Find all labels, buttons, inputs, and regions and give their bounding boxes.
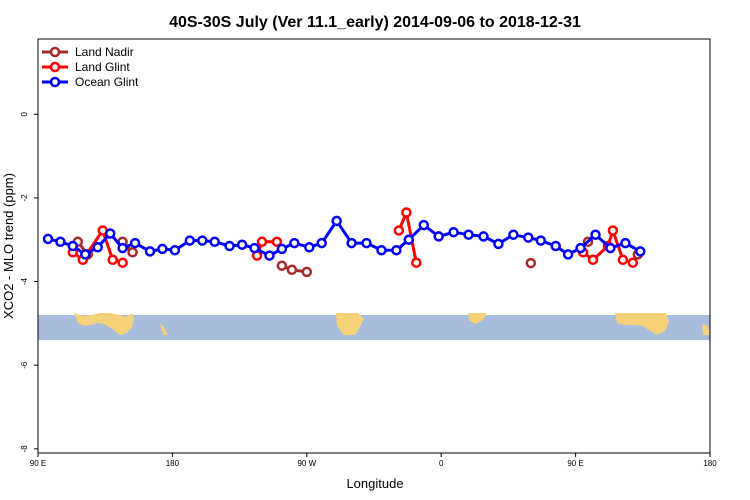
legend-label: Land Nadir xyxy=(75,45,134,59)
data-point xyxy=(92,242,103,253)
y-tick-label: 0 xyxy=(20,111,29,116)
data-point xyxy=(627,257,639,268)
map-land xyxy=(468,313,487,324)
data-point xyxy=(264,250,275,261)
axis-ticks: 90 E 180 90 W 0 90 E 180 0 -2 -4 -6 -8 xyxy=(20,111,717,468)
x-tick-label: 180 xyxy=(166,459,180,468)
data-point xyxy=(144,246,156,257)
data-point xyxy=(42,233,54,245)
data-point xyxy=(117,242,128,254)
data-point xyxy=(236,239,248,250)
x-tick-label: 0 xyxy=(439,459,444,468)
data-point xyxy=(289,237,300,249)
legend-swatch-marker xyxy=(49,61,61,73)
data-point xyxy=(376,244,387,256)
y-tick-label: -8 xyxy=(20,445,29,453)
data-point xyxy=(587,254,599,266)
legend-label: Ocean Glint xyxy=(75,75,139,89)
data-point xyxy=(286,264,298,276)
data-point xyxy=(346,237,357,249)
data-point xyxy=(256,236,268,248)
data-point xyxy=(197,235,208,246)
data-point xyxy=(55,236,66,248)
data-point xyxy=(617,254,629,266)
data-point xyxy=(635,246,646,257)
data-point xyxy=(411,257,422,268)
data-point xyxy=(169,244,181,256)
data-point xyxy=(271,236,283,248)
data-point xyxy=(550,240,561,252)
plot-frame xyxy=(37,38,711,454)
data-point xyxy=(401,207,412,218)
data-point xyxy=(523,232,534,243)
data-point xyxy=(590,229,601,240)
data-point xyxy=(525,257,537,269)
data-point xyxy=(157,243,168,255)
data-point xyxy=(508,229,519,240)
y-tick-label: -6 xyxy=(20,361,29,369)
data-point xyxy=(403,234,415,245)
data-point xyxy=(301,266,313,278)
map-ocean xyxy=(38,315,710,341)
legend-swatch-marker xyxy=(49,46,61,58)
data-point xyxy=(104,228,116,239)
data-point xyxy=(80,249,91,260)
legend-swatch-marker xyxy=(49,76,61,88)
data-point xyxy=(276,243,288,255)
x-tick-label: 180 xyxy=(703,459,717,468)
legend-label: Land Glint xyxy=(75,60,130,74)
data-point xyxy=(448,226,459,238)
y-tick-label: -4 xyxy=(20,277,29,285)
data-point xyxy=(535,235,547,246)
data-point xyxy=(129,237,141,249)
data-point xyxy=(331,215,342,227)
data-point xyxy=(107,254,118,266)
series-layer xyxy=(42,207,646,278)
data-point xyxy=(607,225,619,236)
map-land xyxy=(160,323,168,335)
data-point xyxy=(463,229,474,240)
y-tick-label: -2 xyxy=(20,194,29,202)
data-point xyxy=(433,231,444,242)
data-point xyxy=(209,236,220,248)
data-point xyxy=(67,240,79,252)
x-tick-label: 90 W xyxy=(297,459,316,468)
data-point xyxy=(393,225,405,236)
data-point xyxy=(418,219,430,231)
series-ocean-glint xyxy=(42,215,646,261)
x-axis-label: Longitude xyxy=(346,476,403,491)
data-point xyxy=(127,247,138,258)
x-tick-label: 90 E xyxy=(30,459,46,468)
map-land xyxy=(615,313,669,335)
data-point xyxy=(562,249,574,260)
data-point xyxy=(391,244,402,256)
data-point xyxy=(575,242,586,254)
data-point xyxy=(276,260,288,271)
data-point xyxy=(249,242,260,254)
data-point xyxy=(304,242,315,253)
data-point xyxy=(184,235,196,246)
map-land xyxy=(336,313,364,335)
map-strip xyxy=(38,313,710,341)
data-point xyxy=(493,238,504,250)
series-land-glint xyxy=(67,207,639,268)
data-point xyxy=(361,237,372,249)
x-tick-label: 90 E xyxy=(567,459,583,468)
map-land xyxy=(702,324,710,335)
data-point xyxy=(620,237,631,249)
map-land xyxy=(74,313,134,335)
data-point xyxy=(478,231,489,242)
data-point xyxy=(316,237,327,249)
data-point xyxy=(117,257,128,268)
y-axis-label: XCO2 - MLO trend (ppm) xyxy=(1,173,16,319)
data-point xyxy=(605,242,616,254)
data-point xyxy=(224,240,235,252)
chart-title: 40S-30S July (Ver 11.1_early) 2014-09-06… xyxy=(169,14,581,31)
